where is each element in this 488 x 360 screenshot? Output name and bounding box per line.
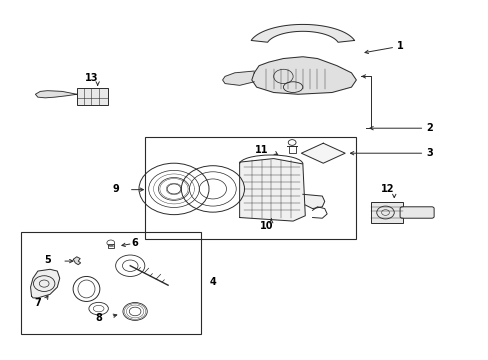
- Text: 12: 12: [381, 184, 394, 194]
- Text: 6: 6: [131, 238, 138, 248]
- Bar: [144, 137, 356, 239]
- FancyBboxPatch shape: [399, 207, 433, 218]
- Text: 8: 8: [95, 312, 102, 323]
- Polygon shape: [35, 91, 77, 98]
- Text: 3: 3: [425, 148, 432, 158]
- Text: 13: 13: [84, 73, 98, 83]
- Bar: [77, 88, 108, 105]
- Polygon shape: [239, 158, 305, 221]
- Polygon shape: [73, 257, 81, 265]
- Text: 1: 1: [396, 41, 403, 51]
- Text: 9: 9: [112, 184, 119, 194]
- Text: 10: 10: [259, 221, 273, 231]
- Polygon shape: [251, 57, 356, 94]
- Polygon shape: [302, 194, 324, 208]
- Polygon shape: [251, 24, 354, 42]
- Polygon shape: [222, 71, 254, 85]
- Polygon shape: [301, 143, 345, 163]
- Polygon shape: [30, 269, 60, 298]
- Bar: [108, 244, 114, 248]
- Text: 11: 11: [254, 145, 268, 155]
- Bar: [288, 146, 295, 153]
- Bar: [21, 232, 201, 334]
- Text: 5: 5: [44, 255, 51, 265]
- Text: 7: 7: [35, 298, 41, 308]
- Text: 4: 4: [209, 277, 216, 287]
- Bar: [370, 202, 402, 223]
- Text: 2: 2: [425, 123, 432, 133]
